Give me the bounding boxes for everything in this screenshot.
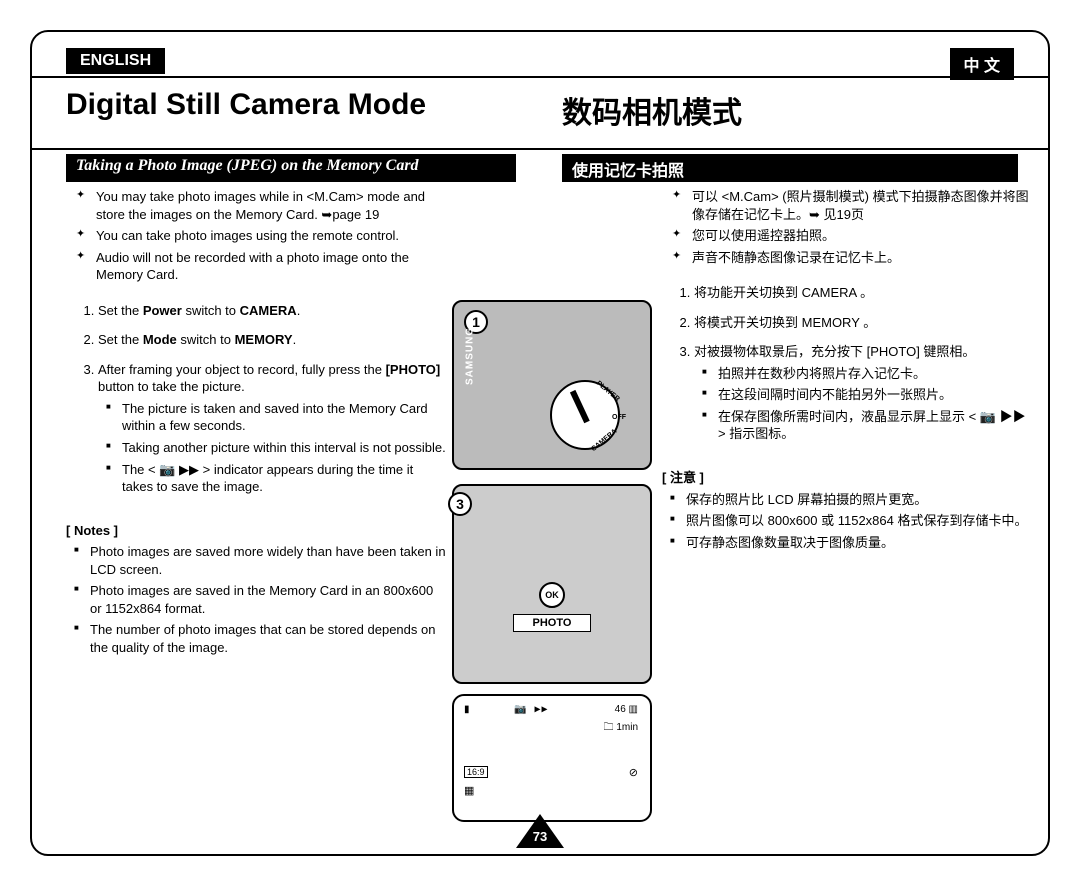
list-item: 拍照并在数秒内将照片存入记忆卡。	[708, 365, 1032, 383]
lcd-screen-mock: ▮ 📷 ▶▶ 46 ▥ 🗀 1min 16:9 ▦ ⊘	[452, 694, 652, 822]
list-item: The number of photo images that can be s…	[80, 621, 446, 656]
list-item: 在保存图像所需时间内，液晶显示屏上显示 < 📷 ▶▶ > 指示图标。	[708, 408, 1032, 443]
step-item: 对被摄物体取景后，充分按下 [PHOTO] 键照相。 拍照并在数秒内将照片存入记…	[694, 343, 1032, 443]
list-item: 照片图像可以 800x600 或 1152x864 格式保存到存储卡中。	[676, 512, 1032, 530]
lock-icon: ⊘	[629, 766, 638, 779]
steps-list-cn: 将功能开关切换到 CAMERA 。 将模式开关切换到 MEMORY 。 对被摄物…	[662, 284, 1032, 443]
list-item: The < 📷 ▶▶ > indicator appears during th…	[112, 461, 446, 496]
list-item: You may take photo images while in <M.Ca…	[82, 188, 446, 223]
figure-photo-button: 3 OK PHOTO	[452, 484, 652, 684]
list-item: 可以 <M.Cam> (照片摄制模式) 模式下拍摄静态图像并将图像存储在记忆卡上…	[678, 188, 1032, 223]
intro-list-en: You may take photo images while in <M.Ca…	[66, 188, 446, 284]
ok-button-icon: OK	[539, 582, 565, 608]
step-item: After framing your object to record, ful…	[98, 361, 446, 496]
power-dial-icon: PLAYER OFF CAMERA	[550, 380, 620, 450]
list-item: Photo images are saved in the Memory Car…	[80, 582, 446, 617]
page-number: 73	[533, 829, 547, 844]
notes-heading-cn: [ 注意 ]	[662, 469, 1032, 487]
section-heading-en: Taking a Photo Image (JPEG) on the Memor…	[66, 154, 516, 182]
brand-label: SAMSUNG	[465, 327, 476, 385]
intro-list-cn: 可以 <M.Cam> (照片摄制模式) 模式下拍摄静态图像并将图像存储在记忆卡上…	[662, 188, 1032, 266]
save-indicator-icon: 📷 ▶▶	[514, 704, 549, 715]
notes-list-cn: 保存的照片比 LCD 屏幕拍摄的照片更宽。 照片图像可以 800x600 或 1…	[662, 491, 1032, 552]
figure-power-dial: 1 SAMSUNG PLAYER OFF CAMERA	[452, 300, 652, 470]
time-remaining: 🗀 1min	[604, 720, 638, 737]
step-item: Set the Power switch to CAMERA.	[98, 302, 446, 320]
dial-label-off: OFF	[612, 414, 626, 421]
page-title-en: Digital Still Camera Mode	[66, 88, 426, 122]
list-item: Audio will not be recorded with a photo …	[82, 249, 446, 284]
step-item: Set the Mode switch to MEMORY.	[98, 331, 446, 349]
list-item: Taking another picture within this inter…	[112, 439, 446, 457]
list-item: Photo images are saved more widely than …	[80, 543, 446, 578]
list-item: 声音不随静态图像记录在记忆卡上。	[678, 249, 1032, 267]
notes-list-en: Photo images are saved more widely than …	[66, 543, 446, 656]
list-item: 在这段间隔时间内不能拍另外一张照片。	[708, 386, 1032, 404]
photo-count: 46 ▥	[615, 704, 638, 715]
figure-column: 1 SAMSUNG PLAYER OFF CAMERA 3 OK PHOTO	[452, 300, 652, 698]
divider	[32, 148, 1048, 150]
step-item: 将模式开关切换到 MEMORY 。	[694, 314, 1032, 332]
section-heading-cn: 使用记忆卡拍照	[562, 154, 1018, 182]
substeps-en: The picture is taken and saved into the …	[98, 400, 446, 496]
dial-label-camera: CAMERA	[591, 428, 619, 453]
column-chinese: 可以 <M.Cam> (照片摄制模式) 模式下拍摄静态图像并将图像存储在记忆卡上…	[662, 188, 1032, 555]
aspect-icon: 16:9	[464, 766, 488, 778]
notes-heading-en: [ Notes ]	[66, 522, 446, 540]
rec-icon: ▮	[464, 704, 470, 715]
figure-number-3: 3	[448, 492, 472, 516]
list-item: The picture is taken and saved into the …	[112, 400, 446, 435]
list-item: 您可以使用遥控器拍照。	[678, 227, 1032, 245]
list-item: 可存静态图像数量取决于图像质量。	[676, 534, 1032, 552]
column-english: You may take photo images while in <M.Ca…	[66, 188, 446, 660]
manual-page: ENGLISH 中 文 Digital Still Camera Mode 数码…	[30, 30, 1050, 856]
substeps-cn: 拍照并在数秒内将照片存入记忆卡。 在这段间隔时间内不能拍另外一张照片。 在保存图…	[694, 365, 1032, 443]
step-item: 将功能开关切换到 CAMERA 。	[694, 284, 1032, 302]
steps-list-en: Set the Power switch to CAMERA. Set the …	[66, 302, 446, 496]
dial-label-player: PLAYER	[595, 380, 621, 403]
page-title-cn: 数码相机模式	[562, 88, 742, 132]
lang-tab-english: ENGLISH	[66, 48, 165, 74]
list-item: You can take photo images using the remo…	[82, 227, 446, 245]
photo-button-label: PHOTO	[513, 614, 591, 632]
divider	[32, 76, 1048, 78]
list-item: 保存的照片比 LCD 屏幕拍摄的照片更宽。	[676, 491, 1032, 509]
card-icon: ▦	[464, 784, 474, 797]
